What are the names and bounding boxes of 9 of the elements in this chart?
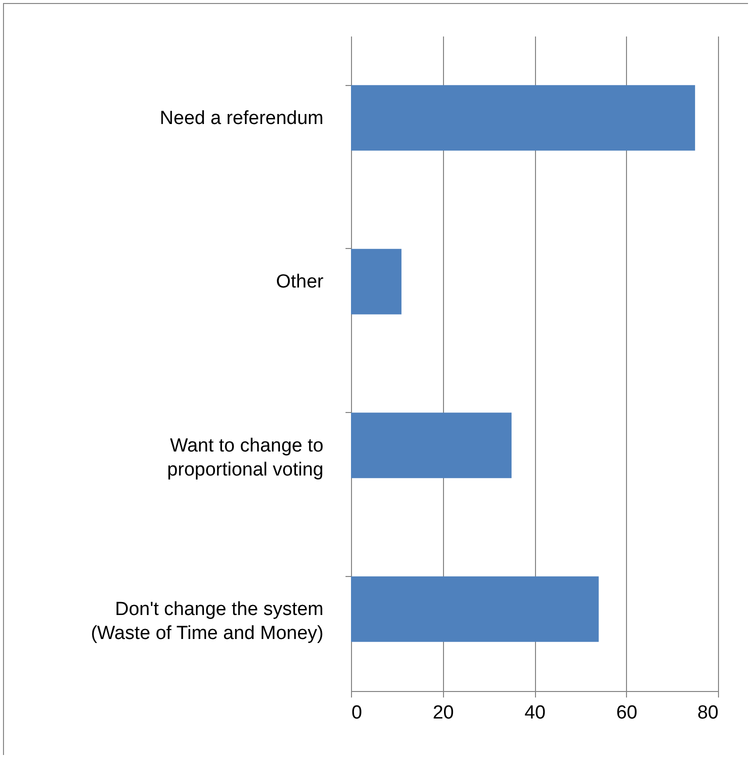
x-tick-label: 20 bbox=[432, 702, 454, 724]
x-tick-label: 80 bbox=[697, 702, 718, 724]
x-tick-label: 40 bbox=[524, 702, 546, 724]
x-tick-label: 0 bbox=[352, 702, 362, 724]
y-tick-label: Other bbox=[276, 272, 324, 293]
y-tick-label: Want to change to proportional voting bbox=[167, 435, 324, 480]
y-tick-label: Need a referendum bbox=[160, 108, 324, 129]
y-tick-label: Don't change the system (Waste of Time and Money) bbox=[90, 599, 324, 644]
x-tick-label: 60 bbox=[616, 702, 638, 724]
